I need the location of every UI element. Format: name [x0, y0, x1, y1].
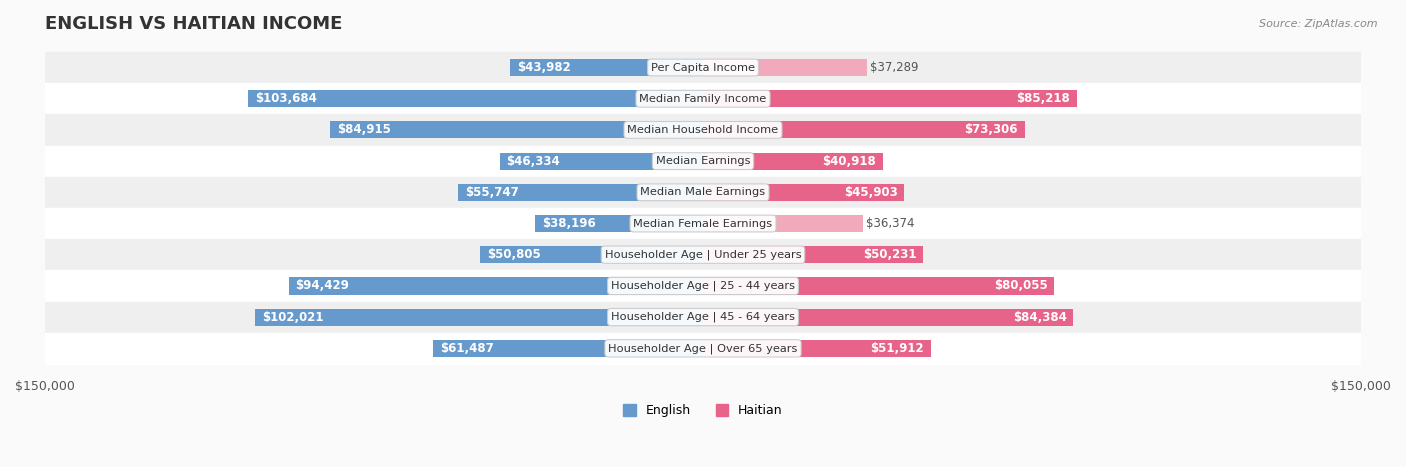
Bar — [288, 277, 703, 295]
Bar — [536, 215, 703, 232]
Text: $50,231: $50,231 — [863, 248, 917, 261]
Text: Source: ZipAtlas.com: Source: ZipAtlas.com — [1260, 19, 1378, 28]
Text: Householder Age | 25 - 44 years: Householder Age | 25 - 44 years — [612, 281, 794, 291]
Text: $80,055: $80,055 — [994, 279, 1047, 292]
Text: $38,196: $38,196 — [541, 217, 596, 230]
Text: Householder Age | Over 65 years: Householder Age | Over 65 years — [609, 343, 797, 354]
Bar — [256, 309, 703, 325]
Text: ENGLISH VS HAITIAN INCOME: ENGLISH VS HAITIAN INCOME — [45, 15, 342, 33]
Bar — [45, 146, 1361, 177]
Text: $40,918: $40,918 — [823, 155, 876, 168]
Bar — [703, 90, 1077, 107]
Text: $51,912: $51,912 — [870, 342, 924, 355]
Bar — [510, 59, 703, 76]
Text: $46,334: $46,334 — [506, 155, 560, 168]
Text: $61,487: $61,487 — [440, 342, 494, 355]
Text: $94,429: $94,429 — [295, 279, 349, 292]
Bar — [45, 302, 1361, 333]
Text: $102,021: $102,021 — [262, 311, 323, 324]
Bar — [45, 177, 1361, 208]
Text: $84,915: $84,915 — [337, 123, 391, 136]
Text: $45,903: $45,903 — [844, 186, 898, 199]
Text: $84,384: $84,384 — [1012, 311, 1067, 324]
Text: $37,289: $37,289 — [870, 61, 918, 74]
Text: Median Male Earnings: Median Male Earnings — [641, 187, 765, 198]
Text: $55,747: $55,747 — [465, 186, 519, 199]
Text: Median Family Income: Median Family Income — [640, 94, 766, 104]
Bar — [433, 340, 703, 357]
Bar — [703, 184, 904, 201]
Bar — [45, 208, 1361, 239]
Bar — [479, 246, 703, 263]
Bar — [703, 246, 924, 263]
Bar — [45, 239, 1361, 270]
Bar — [703, 59, 866, 76]
Text: $85,218: $85,218 — [1017, 92, 1070, 105]
Text: Householder Age | 45 - 64 years: Householder Age | 45 - 64 years — [612, 312, 794, 322]
Bar — [247, 90, 703, 107]
Text: Per Capita Income: Per Capita Income — [651, 63, 755, 72]
Text: Householder Age | Under 25 years: Householder Age | Under 25 years — [605, 249, 801, 260]
Text: $36,374: $36,374 — [866, 217, 914, 230]
Bar — [703, 153, 883, 170]
Bar — [703, 121, 1025, 139]
Bar — [330, 121, 703, 139]
Bar — [458, 184, 703, 201]
Bar — [499, 153, 703, 170]
Bar — [703, 340, 931, 357]
Text: $103,684: $103,684 — [254, 92, 316, 105]
Text: $73,306: $73,306 — [965, 123, 1018, 136]
Text: Median Household Income: Median Household Income — [627, 125, 779, 135]
Text: Median Earnings: Median Earnings — [655, 156, 751, 166]
Text: Median Female Earnings: Median Female Earnings — [634, 219, 772, 228]
Bar — [45, 270, 1361, 302]
Bar — [703, 215, 862, 232]
Text: $43,982: $43,982 — [516, 61, 571, 74]
Text: $50,805: $50,805 — [486, 248, 540, 261]
Legend: English, Haitian: English, Haitian — [619, 399, 787, 422]
Bar — [45, 333, 1361, 364]
Bar — [703, 277, 1054, 295]
Bar — [45, 52, 1361, 83]
Bar — [45, 83, 1361, 114]
Bar — [45, 114, 1361, 146]
Bar — [703, 309, 1073, 325]
